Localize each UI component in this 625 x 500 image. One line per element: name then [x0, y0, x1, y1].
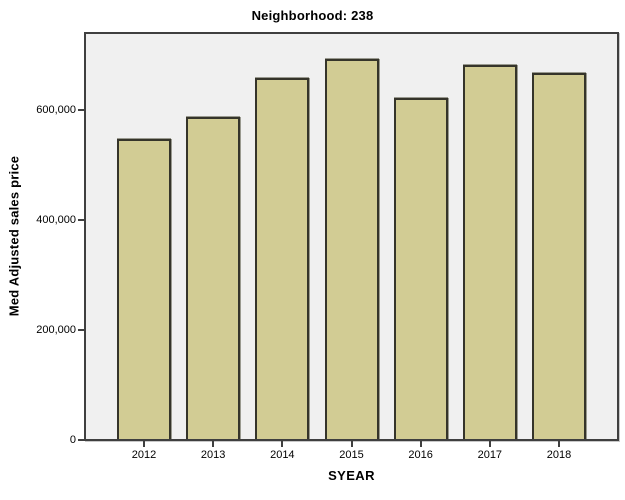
x-tick-label-2017: 2017 — [477, 449, 503, 461]
y-tick-mark-0 — [78, 439, 84, 441]
bar-2014 — [255, 78, 310, 439]
y-tick-mark-600,000 — [78, 109, 84, 111]
x-tick-label-2015: 2015 — [339, 449, 364, 461]
x-tick-label-2016: 2016 — [408, 449, 433, 461]
bar-2017 — [462, 65, 517, 439]
x-tick-mark-2016 — [419, 441, 422, 447]
y-tick-mark-200,000 — [78, 329, 84, 331]
bar-2015 — [324, 59, 379, 439]
chart-title: Neighborhood: 238 — [251, 8, 374, 23]
y-tick-label-600,000: 600,000 — [36, 104, 76, 116]
bar-2018 — [532, 73, 586, 439]
x-tick-mark-2012 — [143, 441, 145, 447]
bar-2012 — [117, 139, 171, 439]
x-tick-label-2018: 2018 — [546, 449, 572, 461]
bar-2013 — [186, 117, 241, 439]
x-tick-mark-2018 — [558, 441, 560, 447]
y-axis-title: Med Adjusted sales price — [6, 155, 22, 317]
x-tick-label-2014: 2014 — [270, 449, 295, 461]
x-tick-label-2012: 2012 — [131, 449, 157, 461]
x-tick-mark-2017 — [488, 441, 491, 447]
bar-2016 — [393, 98, 448, 439]
y-tick-label-400,000: 400,000 — [36, 214, 76, 226]
y-tick-mark-400,000 — [78, 219, 84, 221]
y-tick-label-0: 0 — [69, 434, 76, 446]
x-tick-mark-2015 — [350, 441, 353, 447]
x-axis-title: SYEAR — [328, 468, 375, 483]
x-tick-label-2013: 2013 — [200, 449, 226, 461]
y-tick-label-200,000: 200,000 — [36, 324, 76, 336]
x-tick-mark-2013 — [212, 441, 215, 447]
plot-area — [84, 32, 619, 441]
x-tick-mark-2014 — [281, 441, 284, 447]
